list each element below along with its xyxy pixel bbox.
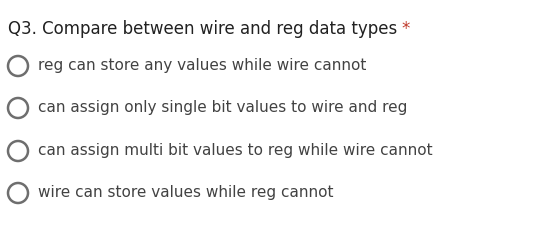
Text: Q3. Compare between wire and reg data types: Q3. Compare between wire and reg data ty… [8, 20, 403, 38]
Text: *: * [401, 20, 410, 38]
Text: can assign only single bit values to wire and reg: can assign only single bit values to wir… [38, 100, 407, 115]
Text: wire can store values while reg cannot: wire can store values while reg cannot [38, 185, 334, 200]
Text: reg can store any values while wire cannot: reg can store any values while wire cann… [38, 58, 367, 73]
Text: can assign multi bit values to reg while wire cannot: can assign multi bit values to reg while… [38, 143, 433, 158]
